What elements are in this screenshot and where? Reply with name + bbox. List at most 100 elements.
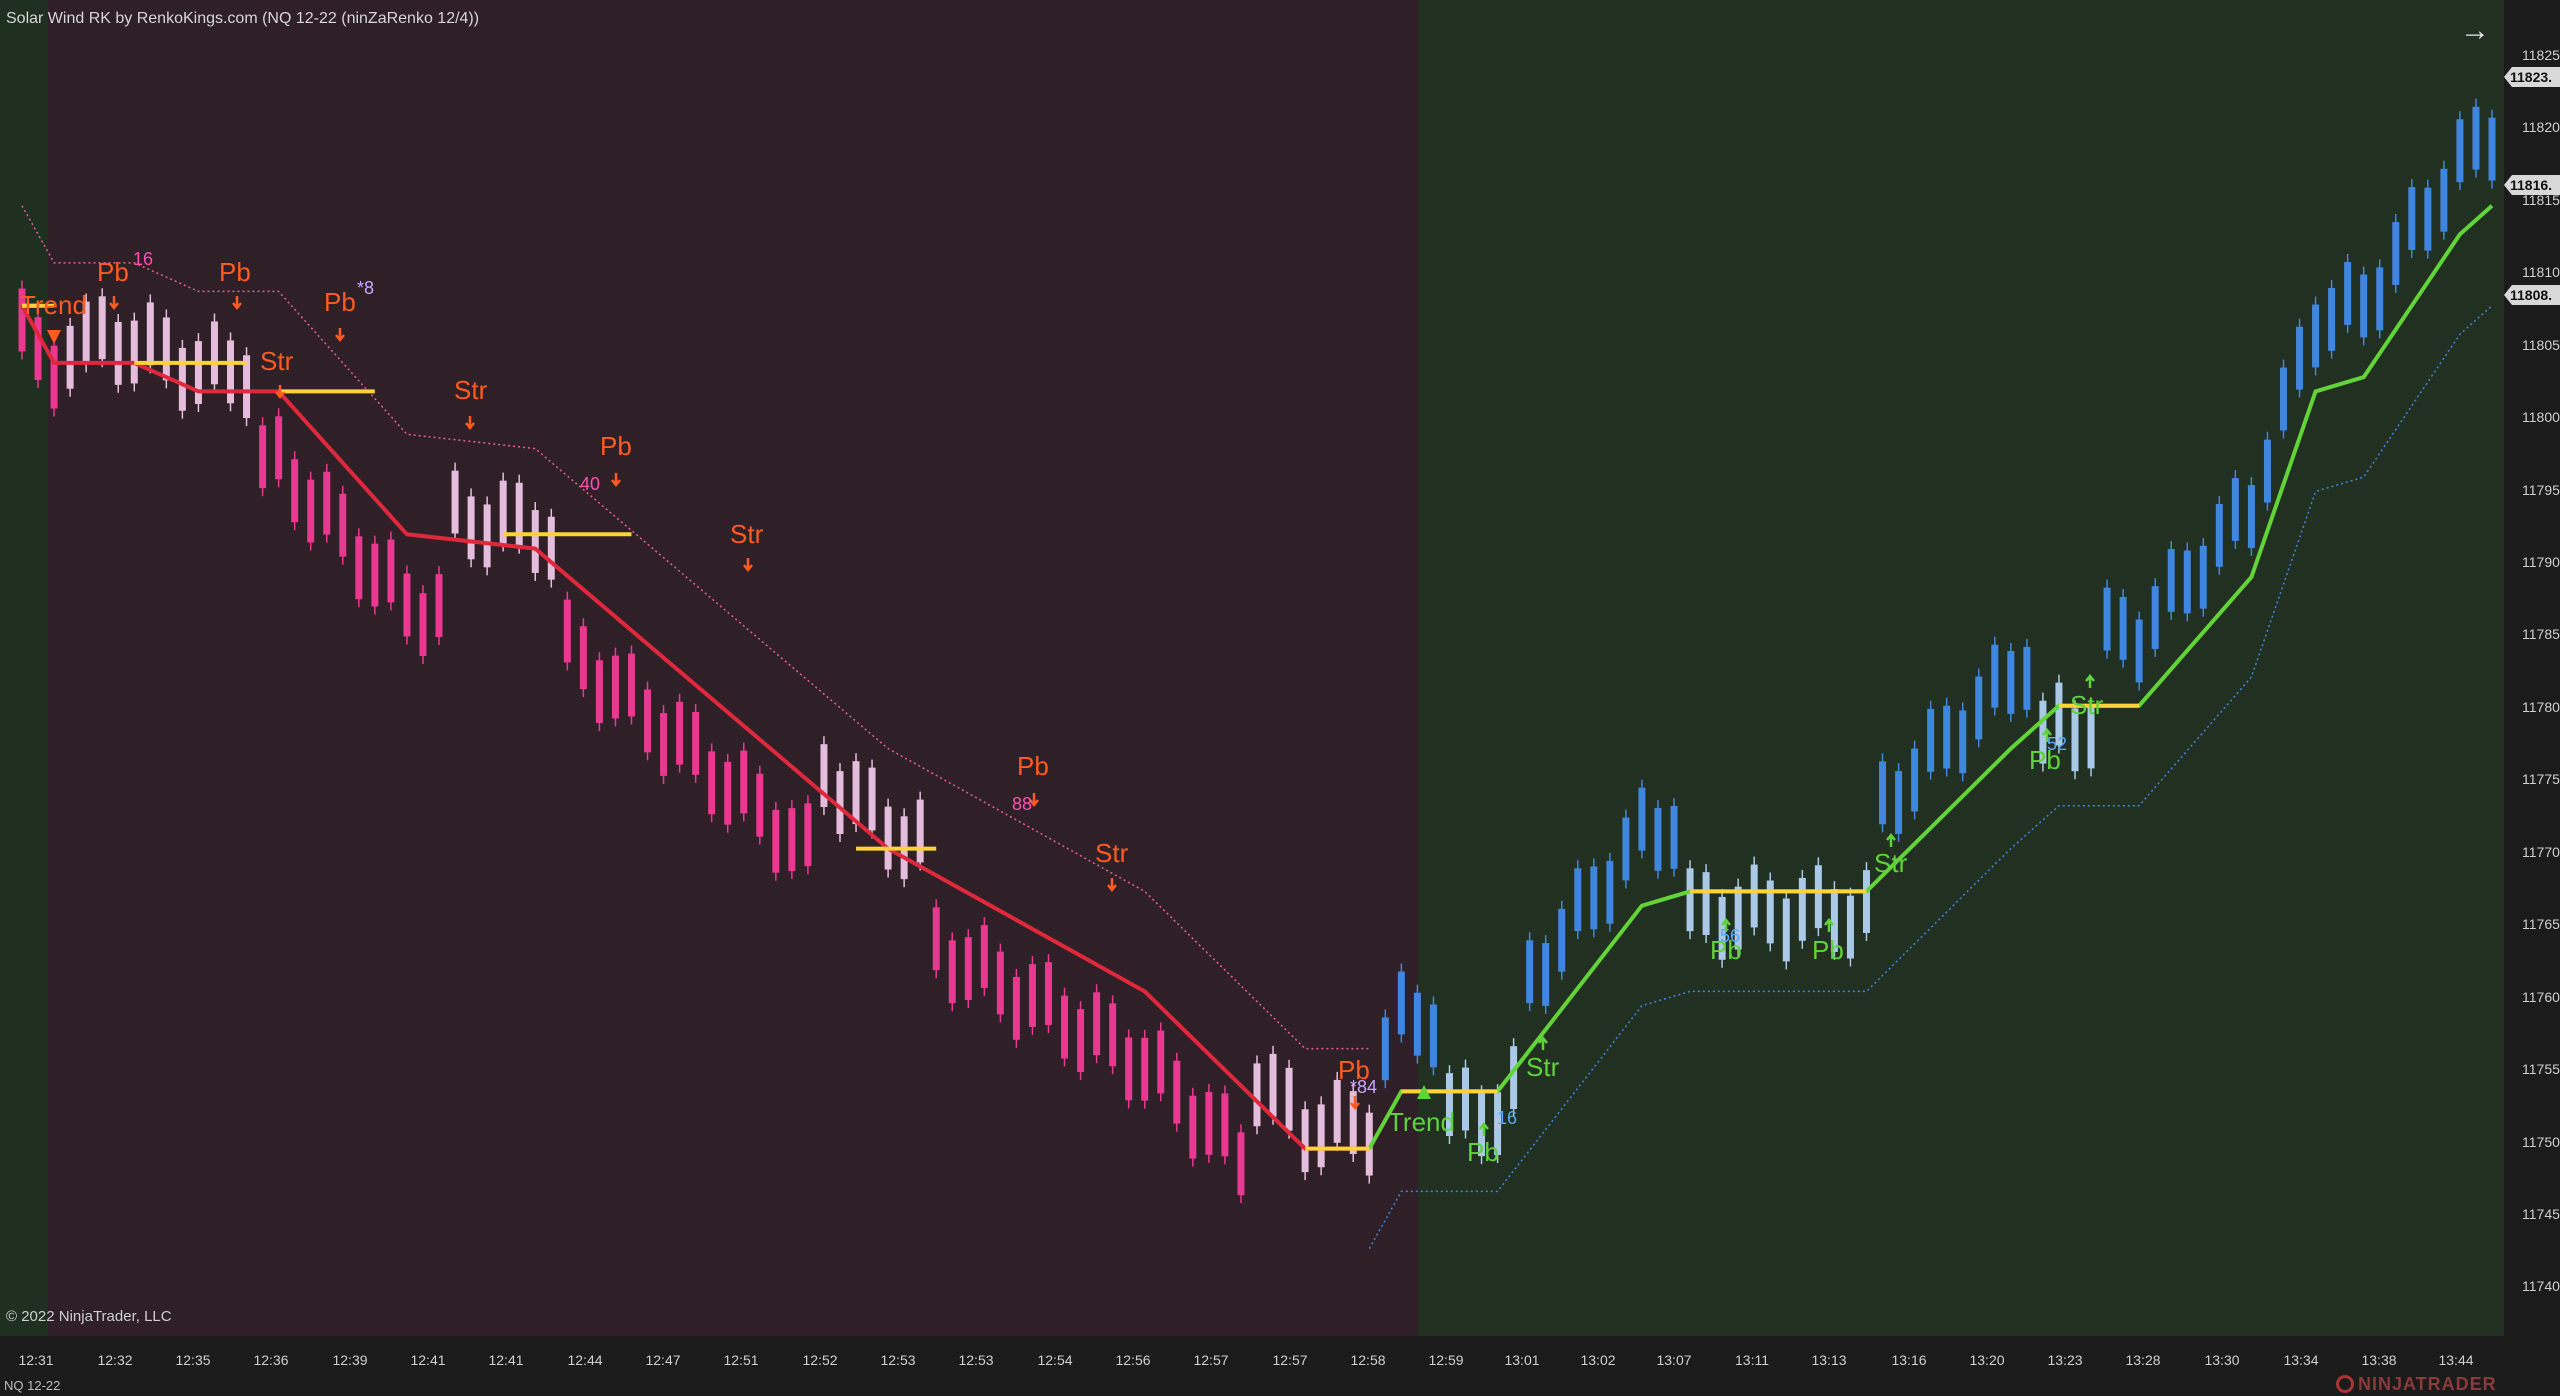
x-tick: 13:38 [2361,1352,2397,1368]
renko-bar [2456,119,2464,183]
renko-bar [483,504,491,568]
x-tick: 12:41 [488,1352,524,1368]
arrow-down-icon [743,558,753,573]
renko-bar [980,925,988,988]
renko-bar [1365,1112,1373,1176]
bear-zone [48,0,1418,1336]
price-axis[interactable] [2504,0,2560,1336]
renko-bar [2199,545,2207,609]
renko-bar [868,767,876,831]
x-tick: 12:47 [645,1352,681,1368]
signal-strength: Str [454,375,488,405]
renko-bar [884,806,892,870]
arrow-up-icon [1538,1035,1548,1050]
renko-bar [1766,880,1774,944]
renko-bar [1173,1060,1181,1124]
signal-pullback: Pb [1017,751,1049,781]
renko-bar [323,471,331,535]
renko-bar [291,459,299,523]
y-tick: 11755 [2522,1061,2560,1077]
renko-bar [692,711,700,775]
arrow-down-icon [465,416,475,431]
bull-trail-line [1367,204,2494,1150]
arrow-down-icon [232,296,242,311]
renko-bar [2328,287,2336,351]
renko-bar [1237,1132,1245,1196]
renko-bar [66,325,74,389]
renko-bar [1093,992,1101,1056]
time-axis[interactable] [0,1336,2560,1396]
renko-bar [1253,1063,1261,1127]
bull-stop-line [1368,305,2493,1249]
arrow-up-icon [1886,832,1896,847]
renko-bar [964,937,972,1000]
pullback-count: 56 [1720,926,1741,946]
renko-bar [1429,1004,1437,1068]
x-tick: 12:54 [1037,1352,1073,1368]
renko-bar [1526,940,1534,1004]
renko-bar [2360,274,2368,338]
renko-bar [804,803,812,867]
renko-bar [1413,992,1421,1056]
renko-bar [1590,866,1598,930]
renko-bar [916,799,924,863]
renko-bar [2263,439,2271,503]
renko-bar [2247,485,2255,548]
x-tick: 13:11 [1735,1352,1769,1368]
renko-bar [194,341,202,404]
renko-bar [1846,895,1854,959]
renko-bar [1686,868,1694,932]
arrow-up-icon [1479,1121,1489,1136]
y-tick: 11815 [2522,192,2560,208]
y-tick: 11795 [2522,482,2560,498]
x-tick: 12:53 [958,1352,994,1368]
renko-bar [1879,761,1887,825]
arrow-down-icon [109,296,119,311]
x-tick: 12:31 [18,1352,54,1368]
renko-bar [114,321,122,385]
renko-bar [788,808,796,872]
renko-bar [932,907,940,971]
arrow-up-icon [1721,917,1731,932]
signal-trend-bear: Trend [20,290,87,320]
x-tick: 12:52 [802,1352,838,1368]
renko-bar [756,773,764,837]
signal-strength: Str [260,346,294,376]
x-tick: 12:32 [97,1352,133,1368]
renko-bar [1317,1104,1325,1168]
renko-bar [1012,976,1020,1040]
renko-bar [531,510,539,573]
x-tick: 13:16 [1891,1352,1927,1368]
renko-bar [2472,106,2480,170]
price-marker: 11808. [2504,285,2560,305]
renko-bar [1750,864,1758,928]
renko-bar [1542,943,1550,1006]
chart-title: Solar Wind RK by RenkoKings.com (NQ 12-2… [6,10,480,27]
renko-bar [1109,1003,1117,1067]
renko-bar [1622,817,1630,881]
arrow-down-icon [275,385,285,400]
renko-bar [2135,619,2143,683]
renko-bar [2119,596,2127,660]
renko-bar [1269,1053,1277,1117]
renko-bar [1478,1093,1486,1157]
renko-bar [2183,550,2191,614]
renko-bar [676,701,684,765]
renko-bar [1718,896,1726,960]
x-tick: 13:44 [2438,1352,2474,1368]
renko-bar [595,660,603,724]
renko-bar [708,751,716,815]
renko-bar [515,482,523,546]
signal-strength: Str [1874,848,1908,878]
renko-bar [948,940,956,1004]
arrow-right-icon[interactable]: → [2460,14,2490,47]
renko-bar [1205,1091,1213,1155]
renko-bar [1510,1046,1518,1110]
renko-bar [451,470,459,534]
x-tick: 12:39 [332,1352,368,1368]
renko-bar [1862,870,1870,933]
signal-trend-bull: Trend [1388,1107,1455,1137]
renko-bar [2151,586,2159,649]
renko-bar [1911,748,1919,812]
